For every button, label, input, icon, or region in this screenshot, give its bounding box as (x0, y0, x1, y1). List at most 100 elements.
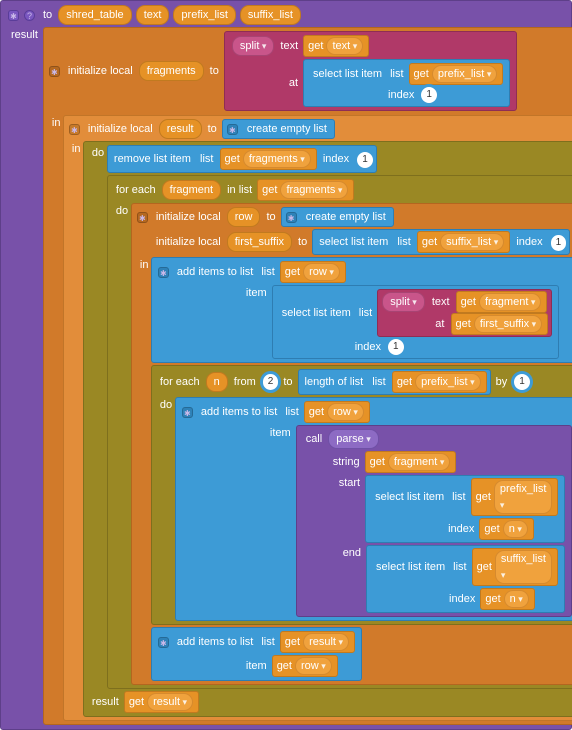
get-fragment[interactable]: getfragment (365, 451, 457, 473)
gear-icon[interactable]: ✱ (182, 407, 193, 418)
gear-icon[interactable]: ✱ (158, 267, 169, 278)
get-row[interactable]: getrow (272, 655, 338, 677)
list-label: list (282, 404, 301, 420)
text-label: text (277, 38, 301, 54)
gear-icon[interactable]: ✱ (227, 124, 238, 135)
get-suffix-list[interactable]: getsuffix_list (417, 231, 510, 253)
get-fragment[interactable]: getfragment (456, 291, 548, 313)
var-n[interactable]: n (206, 372, 228, 392)
gear-icon[interactable]: ✱ (69, 124, 80, 135)
get-first-suffix[interactable]: getfirst_suffix (451, 313, 549, 335)
number-1[interactable]: 1 (421, 87, 437, 103)
to-label: to (280, 374, 295, 390)
add-items-to-list[interactable]: ✱ add items to list list getrow (175, 397, 572, 621)
end-label: end (340, 545, 364, 561)
get-fragments[interactable]: getfragments (220, 148, 317, 170)
select-list-item[interactable]: select list item list getsuffix_list ind… (312, 229, 570, 255)
select-list-item-label: select list item (310, 66, 385, 82)
to-label: to (205, 121, 220, 137)
number-1[interactable]: 1 (388, 339, 404, 355)
for-each-n[interactable]: for each n from 2 to (151, 365, 572, 625)
add-items-label: add items to list (174, 264, 256, 280)
get-text[interactable]: gettext (303, 35, 369, 57)
init-local-fragments[interactable]: ✱ initialize local fragments to split te… (43, 27, 572, 725)
in-list-label: in list (224, 182, 255, 198)
select-list-item[interactable]: select list item list getprefix_list (365, 475, 565, 543)
select-list-item[interactable]: select list item list getprefix_list ind… (303, 59, 510, 107)
split-block[interactable]: split text getfragment (377, 289, 552, 337)
get-fragments[interactable]: getfragments (257, 179, 354, 201)
gear-icon[interactable]: ✱ (49, 66, 60, 77)
get-n[interactable]: getn (480, 588, 534, 610)
do-result-body[interactable]: do remove list item list getfragments in… (83, 141, 572, 717)
list-label: list (356, 305, 375, 321)
split-selector[interactable]: split (232, 36, 275, 56)
param-suffix-list[interactable]: suffix_list (240, 5, 301, 25)
init-local-label: initialize local (153, 209, 224, 225)
gear-icon[interactable]: ✱ (158, 637, 169, 648)
select-list-item[interactable]: select list item list split text (272, 285, 559, 359)
text-label: text (429, 296, 453, 308)
item-label: item (267, 425, 294, 441)
call-parse[interactable]: call parse string (296, 425, 572, 617)
split-selector[interactable]: split (382, 292, 425, 312)
for-each-label: for each (157, 374, 203, 390)
init-local-row[interactable]: ✱ initialize local row to ✱ (131, 203, 572, 685)
for-each-fragment[interactable]: for each fragment in list getfragments d… (107, 175, 572, 689)
number-2[interactable]: 2 (263, 374, 279, 390)
var-result[interactable]: result (159, 119, 202, 139)
param-prefix-list[interactable]: prefix_list (173, 5, 235, 25)
number-1[interactable]: 1 (551, 235, 567, 251)
list-label: list (394, 236, 413, 248)
remove-list-item[interactable]: remove list item list getfragments index… (107, 145, 377, 173)
get-n[interactable]: getn (479, 518, 533, 540)
split-block[interactable]: split text gettext at select list item l… (224, 31, 518, 111)
gear-icon[interactable]: ✱ (137, 212, 148, 223)
parse-name[interactable]: parse (328, 429, 379, 449)
var-row[interactable]: row (227, 207, 261, 227)
to-label: to (207, 63, 222, 79)
create-empty-list[interactable]: ✱ create empty list (281, 207, 394, 227)
var-fragment[interactable]: fragment (162, 180, 221, 200)
string-label: string (330, 454, 363, 470)
gear-icon[interactable]: ✱ (286, 212, 297, 223)
proc-name[interactable]: shred_table (58, 5, 132, 25)
in-label: in (69, 141, 81, 157)
help-icon[interactable]: ? (24, 10, 35, 21)
by-label: by (493, 374, 511, 390)
add-items-to-list[interactable]: ✱ add items to list list getresult (151, 627, 362, 681)
init-local-label: initialize local (85, 121, 156, 137)
list-label: list (369, 376, 388, 388)
number-1[interactable]: 1 (357, 152, 373, 168)
length-of-list[interactable]: length of list list getprefix_list (298, 369, 491, 395)
get-prefix-list[interactable]: getprefix_list (471, 478, 559, 516)
get-suffix-list[interactable]: getsuffix_list (472, 548, 559, 586)
do-label: do (157, 397, 173, 413)
var-fragments[interactable]: fragments (139, 61, 204, 81)
create-empty-list[interactable]: ✱ create empty list (222, 119, 335, 139)
number-1[interactable]: 1 (514, 374, 530, 390)
init-local-result[interactable]: ✱ initialize local result to ✱ create em… (63, 115, 572, 721)
select-list-item-label: select list item (372, 489, 447, 505)
select-list-item[interactable]: select list item list getsuffix_list (366, 545, 565, 613)
length-label: length of list (302, 376, 367, 388)
get-prefix-list[interactable]: getprefix_list (409, 63, 504, 85)
var-first-suffix[interactable]: first_suffix (227, 232, 292, 252)
index-label: index (385, 87, 417, 103)
add-items-label: add items to list (174, 634, 256, 650)
get-prefix-list[interactable]: getprefix_list (392, 371, 487, 393)
index-label: index (445, 521, 477, 537)
in-label: in (49, 115, 61, 131)
add-items-to-list[interactable]: ✱ add items to list list getrow (151, 257, 572, 363)
procedure-definition[interactable]: ✱ ? to shred_table text prefix_list suff… (0, 0, 572, 730)
get-result[interactable]: getresult (280, 631, 355, 653)
call-label: call (303, 431, 326, 447)
get-result[interactable]: getresult (124, 691, 199, 713)
index-label: index (352, 339, 384, 355)
get-row[interactable]: getrow (304, 401, 370, 423)
param-text[interactable]: text (136, 5, 170, 25)
gear-icon[interactable]: ✱ (8, 10, 19, 21)
get-row[interactable]: getrow (280, 261, 346, 283)
list-label: list (449, 489, 468, 505)
list-label: list (197, 153, 216, 165)
